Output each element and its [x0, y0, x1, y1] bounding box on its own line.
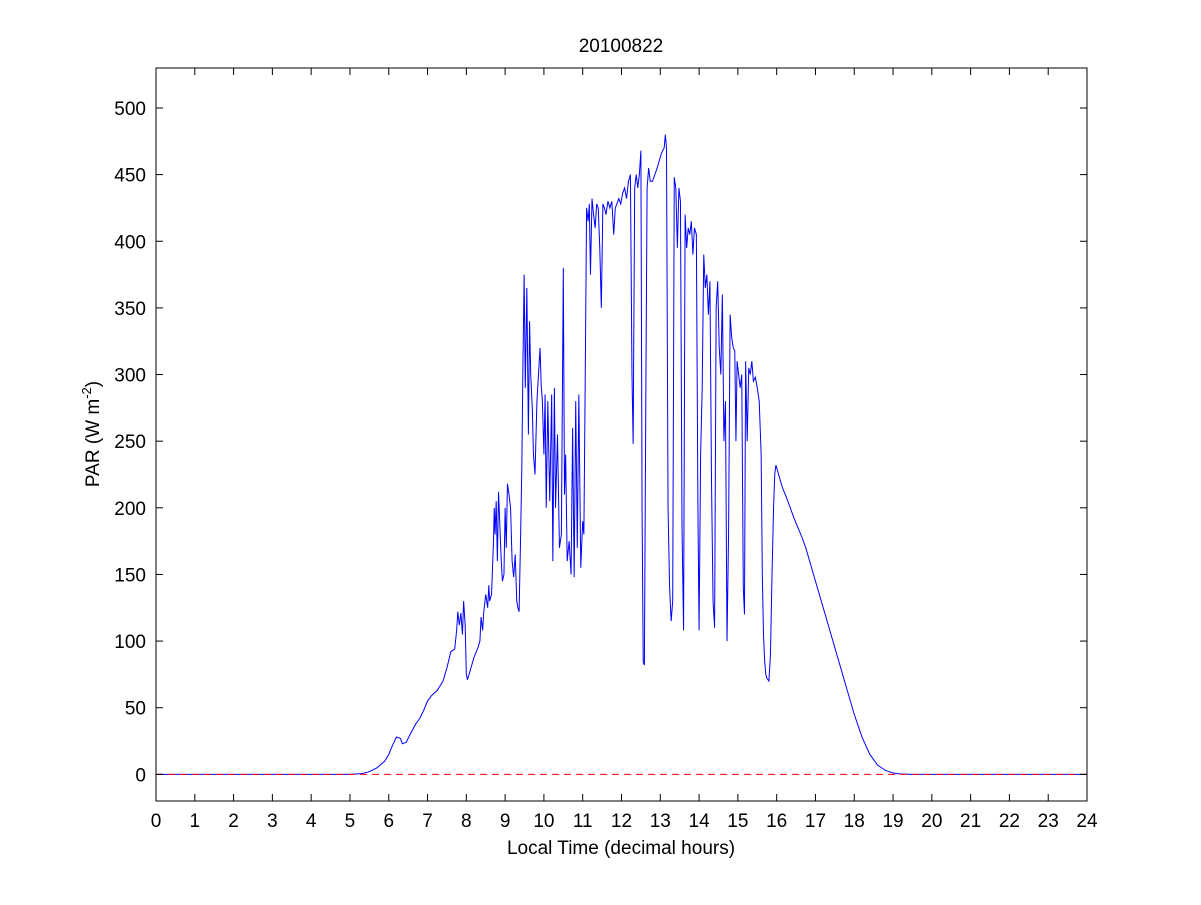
x-tick-label: 22 [999, 811, 1020, 832]
x-tick-label: 23 [1038, 811, 1059, 832]
plot-area [155, 67, 1088, 802]
x-tick-label: 9 [500, 811, 511, 832]
y-tick-label: 100 [114, 632, 146, 653]
x-tick-label: 6 [383, 811, 394, 832]
y-tick-label: 400 [114, 232, 146, 253]
x-tick-label: 19 [882, 811, 903, 832]
chart-title: 20100822 [579, 36, 664, 57]
x-tick-label: 15 [727, 811, 748, 832]
y-tick-label: 50 [125, 699, 146, 720]
y-tick-label: 250 [114, 432, 146, 453]
x-tick-label: 20 [921, 811, 942, 832]
x-tick-label: 14 [689, 811, 711, 832]
y-tick-label: 0 [135, 765, 146, 786]
x-tick-label: 21 [960, 811, 981, 832]
x-tick-label: 24 [1076, 811, 1098, 832]
x-tick-label: 16 [766, 811, 787, 832]
y-axis-title-main: PAR (W m [83, 399, 104, 487]
y-tick-label: 150 [114, 565, 146, 586]
y-axis-title-superscript: -2 [79, 387, 94, 399]
y-axis-title: PAR (W m-2) [79, 381, 104, 487]
y-axis-title-close: ) [83, 381, 104, 387]
tick-layer: 0 1 2 3 4 5 6 7 8 9 10 11 12 13 14 15 16 17 18 19 20 21 22 23 24… [114, 68, 1098, 832]
x-axis-title: Local Time (decimal hours) [507, 838, 735, 859]
y-tick-label: 200 [114, 499, 146, 520]
x-tick-label: 13 [650, 811, 671, 832]
par-series-line [156, 134, 1087, 775]
x-tick-label: 7 [422, 811, 433, 832]
y-tick-label: 350 [114, 299, 146, 320]
y-tick-label: 300 [114, 366, 146, 387]
x-tick-label: 0 [151, 811, 162, 832]
y-tick-label: 500 [114, 99, 146, 120]
x-tick-label: 5 [345, 811, 356, 832]
x-tick-label: 10 [533, 811, 554, 832]
x-tick-label: 3 [267, 811, 278, 832]
x-tick-label: 12 [611, 811, 632, 832]
x-tick-label: 17 [805, 811, 826, 832]
x-tick-label: 8 [461, 811, 472, 832]
x-tick-label: 1 [190, 811, 201, 832]
x-tick-label: 2 [228, 811, 239, 832]
y-tick-label: 450 [114, 166, 146, 187]
x-tick-label: 18 [844, 811, 865, 832]
x-tick-label: 11 [573, 811, 593, 832]
x-tick-label: 4 [306, 811, 317, 832]
series-layer [156, 134, 1087, 775]
